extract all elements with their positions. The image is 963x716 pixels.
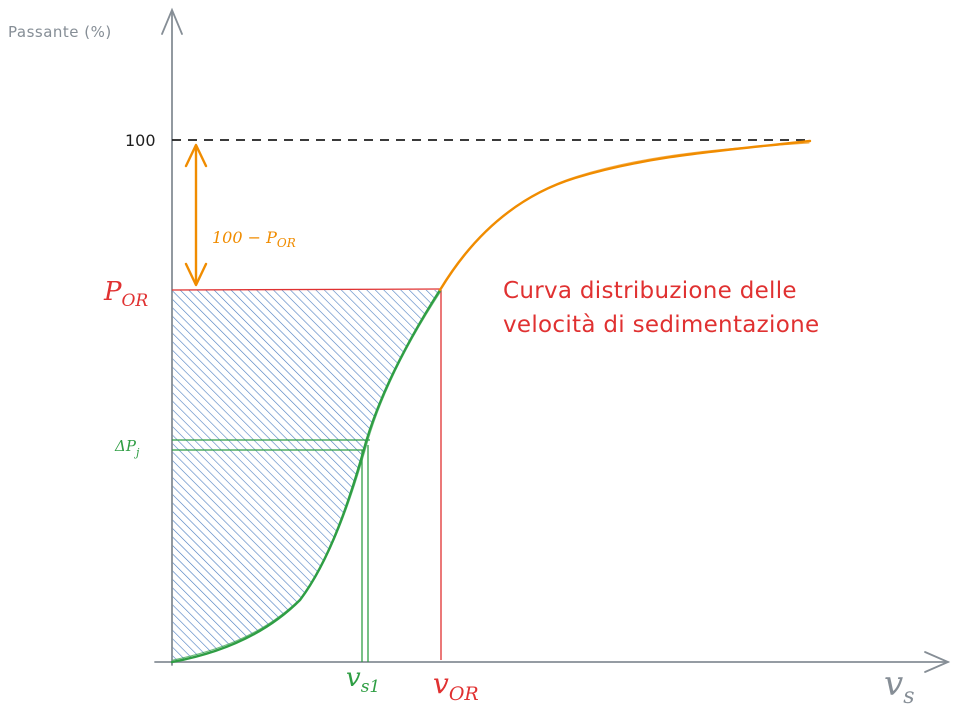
por-label-main: P: [103, 277, 122, 307]
x-axis-label-main: v: [884, 664, 903, 704]
tick-100-label: 100: [125, 131, 156, 150]
vs1-label-sub: s1: [361, 677, 381, 697]
curve-title-line1: Curva distribuzione delle: [503, 278, 797, 304]
vs1-vertical-lines: [361, 445, 369, 662]
curve-upper-orange: [438, 139, 812, 292]
por-label-sub: OR: [122, 291, 149, 311]
curve-title-line2: velocità di sedimentazione: [503, 312, 819, 338]
x-axis-label: vs: [884, 664, 915, 709]
gap-label-sub: OR: [277, 236, 296, 250]
vs1-label: vs1: [346, 663, 380, 697]
x-axis-label-sub: s: [903, 684, 914, 709]
vor-label: vOR: [433, 667, 479, 705]
delta-p-label-sub: j: [133, 446, 140, 459]
curve-lower-green: [170, 288, 442, 664]
gap-label: 100 − POR: [212, 228, 296, 250]
delta-p-label: ΔPj: [114, 437, 140, 459]
gap-double-arrow: [184, 143, 208, 287]
hatched-area: [172, 290, 440, 662]
x-axis: [154, 651, 951, 673]
delta-p-strip: [172, 439, 370, 451]
por-label: POR: [103, 277, 148, 311]
gap-label-text: 100 − P: [212, 228, 277, 247]
por-horizontal-line: [171, 288, 442, 291]
y-axis-label: Passante (%): [8, 23, 112, 41]
delta-p-label-main: ΔP: [114, 437, 137, 455]
vor-label-main: v: [433, 667, 449, 700]
vs1-label-main: v: [346, 663, 361, 693]
y-axis: [161, 7, 183, 666]
vor-label-sub: OR: [449, 683, 479, 705]
